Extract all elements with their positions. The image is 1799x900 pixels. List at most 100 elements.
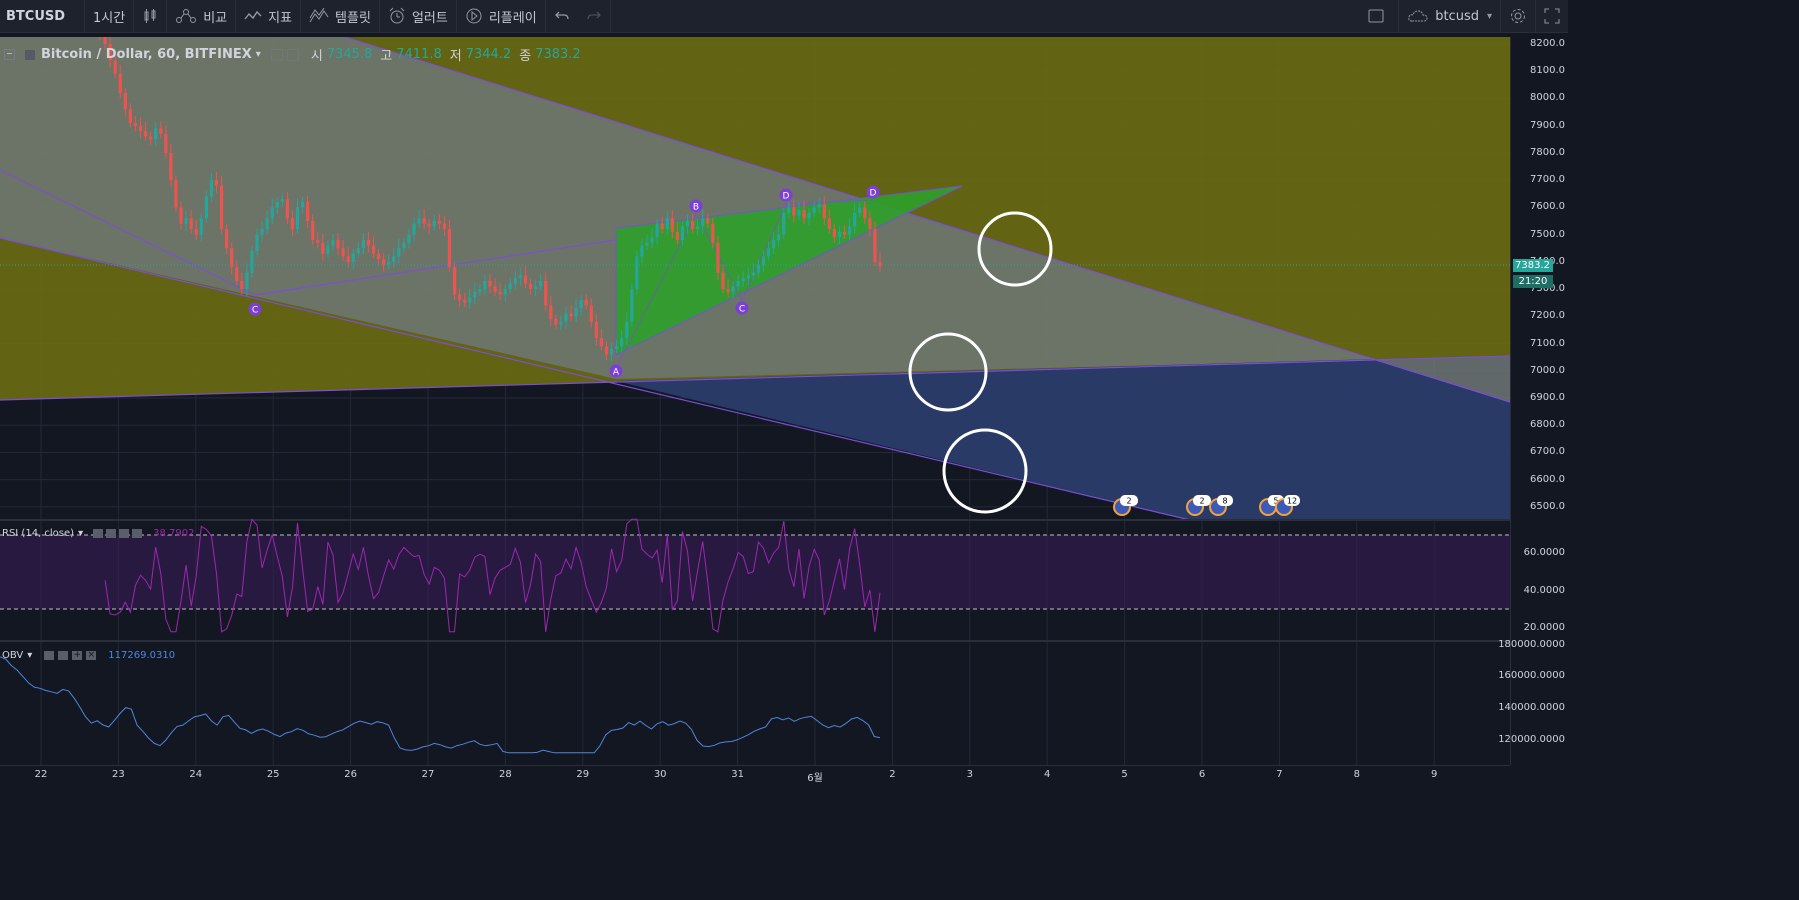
time-tick-label: 2 [889, 769, 896, 780]
chevron-down-icon[interactable]: ▾ [255, 49, 261, 60]
alert-icon [389, 7, 405, 24]
point-c [735, 301, 749, 315]
candle-body [275, 201, 279, 208]
candle-body [493, 286, 497, 292]
candle-body [858, 207, 862, 213]
templates-button[interactable]: 템플릿 [301, 0, 379, 32]
time-tick-label: 30 [653, 769, 667, 780]
candle-body [544, 280, 548, 306]
chart-style-button[interactable] [134, 0, 166, 32]
chevron-down-icon[interactable]: ▾ [27, 650, 33, 661]
alert-button[interactable]: 얼러트 [380, 0, 456, 32]
chevron-down-icon: ▾ [1486, 10, 1492, 22]
compare-button[interactable]: 비교 [167, 0, 235, 32]
candle-body [230, 248, 234, 268]
indicators-label: 지표 [268, 10, 293, 26]
redo-button[interactable] [578, 0, 610, 32]
legend-collapse-icon[interactable]: − [4, 49, 15, 60]
obv-label[interactable]: OBV [2, 650, 24, 661]
symbol-title[interactable]: Bitcoin / Dollar, 60, BITFINEX [41, 47, 252, 62]
price-tick-label: 7800.0 [1530, 146, 1565, 158]
candle-body [458, 294, 462, 300]
candle-body [219, 185, 224, 230]
symbol-search-button[interactable]: BTCUSD [0, 0, 84, 32]
rsi-legend-icons[interactable] [93, 529, 146, 538]
obv-add-icon[interactable]: + [72, 650, 83, 660]
replay-button[interactable]: 리플레이 [457, 0, 545, 32]
event-badges[interactable]: 2 2 8 5 12 [1113, 495, 1300, 516]
rsi-label[interactable]: RSI (14, close) [2, 528, 75, 539]
candle-body [716, 242, 720, 273]
candle-body [154, 128, 158, 140]
close-value: 7383.2 [535, 47, 581, 62]
candles-icon [144, 9, 156, 23]
undo-button[interactable] [546, 0, 578, 32]
candle-body [701, 218, 705, 227]
top-toolbar: BTCUSD 1시간 비교 지표 템플릿 얼러트 리플레이 [0, 0, 1568, 33]
candle-body [503, 289, 507, 295]
candle-body [751, 272, 755, 276]
candle-body [620, 338, 624, 347]
time-tick-label: 6월 [807, 773, 823, 784]
legend-settings-icon[interactable] [286, 48, 299, 61]
candle-body [675, 231, 680, 241]
open-value: 7345.8 [326, 47, 373, 62]
toolbar-divider [1398, 0, 1400, 32]
fullscreen-box-button[interactable] [1354, 0, 1398, 32]
obv-close-icon[interactable]: × [86, 650, 97, 660]
settings-button[interactable] [1501, 0, 1535, 32]
candle-body [584, 299, 588, 306]
candle-body [650, 237, 654, 243]
candle-body [640, 245, 644, 257]
toolbar-divider [378, 0, 380, 32]
obv-settings-icon[interactable] [58, 651, 69, 660]
point-b [689, 199, 703, 213]
price-tick-label: 7200.0 [1530, 310, 1565, 322]
candle-body [589, 305, 593, 322]
candle-body [782, 212, 786, 235]
candle-body [645, 242, 649, 246]
expand-button[interactable] [1536, 0, 1568, 32]
obv-tick-label: 180000.0000 [1498, 639, 1565, 650]
current-price-value: 7383.2 [1515, 260, 1550, 271]
toolbar-divider [544, 0, 546, 32]
price-tick-label: 6600.0 [1530, 473, 1565, 485]
obv-line [0, 656, 881, 754]
time-tick-label: 28 [499, 769, 512, 780]
obv-visibility-icon[interactable] [44, 651, 55, 660]
price-tick-label: 8100.0 [1530, 65, 1565, 77]
time-axis[interactable]: 22 23 24 25 26 27 28 29 30 31 6월 2 3 4 5 6 7 8 9 [0, 765, 1510, 785]
indicators-button[interactable]: 지표 [236, 0, 300, 32]
layout-menu-button[interactable]: btcusd ▾ [1399, 0, 1500, 32]
time-tick-label: 8 [1353, 769, 1360, 780]
compare-label: 비교 [203, 10, 228, 26]
candle-body [564, 313, 568, 322]
candle-body [746, 275, 750, 279]
event-count-bubble [1193, 495, 1211, 506]
indicators-icon [244, 10, 262, 20]
candle-body [128, 109, 132, 123]
point-b-label: B [693, 203, 699, 213]
candle-body [731, 286, 735, 292]
candle-body [240, 280, 244, 290]
candle-body [376, 253, 381, 260]
main-legend: − Bitcoin / Dollar, 60, BITFINEX ▾ 시 7345… [4, 45, 581, 64]
price-tick-label: 6500.0 [1530, 500, 1565, 512]
candle-body [569, 313, 573, 317]
candle-body [417, 218, 421, 224]
candle-body [473, 291, 477, 298]
candle-body [194, 229, 198, 235]
time-tick-label: 29 [576, 769, 590, 780]
interval-button[interactable]: 1시간 [85, 0, 133, 32]
event-count: 8 [1222, 497, 1227, 506]
candle-body [832, 229, 837, 238]
rsi-tick-label: 20.0000 [1523, 622, 1565, 633]
legend-visibility-icon[interactable] [270, 48, 283, 61]
chevron-down-icon[interactable]: ▾ [78, 528, 84, 539]
candle-body [559, 321, 563, 325]
chart-canvas[interactable]: A B C D C D 2 2 8 5 12 [0, 37, 1510, 765]
price-tick-label: 7100.0 [1530, 337, 1565, 349]
price-axis[interactable]: 8200.0 8100.0 8000.0 7900.0 7800.0 7700.0 7600… [1498, 37, 1569, 765]
event-count: 2 [1199, 497, 1204, 506]
candle-body [432, 220, 436, 227]
